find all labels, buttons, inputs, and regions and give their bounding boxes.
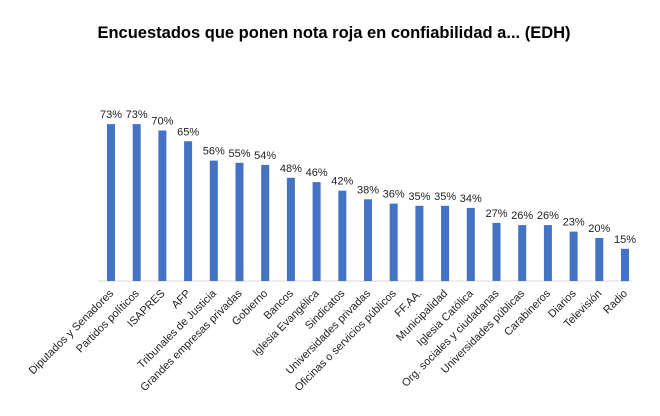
- data-label: 15%: [614, 234, 636, 246]
- data-label: 56%: [203, 146, 225, 158]
- data-label: 70%: [151, 116, 173, 128]
- bar: [158, 130, 167, 281]
- data-label: 42%: [331, 176, 353, 188]
- chart-title: Encuestados que ponen nota roja en confi…: [97, 24, 570, 42]
- bar: [286, 177, 295, 281]
- data-label: 38%: [357, 184, 379, 196]
- data-label: 26%: [537, 210, 559, 222]
- bar: [441, 205, 450, 282]
- bar: [492, 222, 501, 281]
- value-labels-group: 73% 73%70%65%56% 55% 54%48% 46%42%38% 36% 35% 3…: [100, 109, 636, 246]
- bar: [543, 225, 552, 281]
- data-label: 46%: [306, 167, 328, 179]
- data-label: 27%: [485, 208, 507, 220]
- data-label: 55%: [228, 148, 250, 160]
- data-label: 73%: [100, 109, 122, 121]
- data-label: 20%: [588, 223, 610, 235]
- data-label: 65%: [177, 126, 199, 138]
- bar: [132, 124, 141, 281]
- data-label: 54%: [254, 150, 276, 162]
- data-label: 23%: [563, 217, 585, 229]
- bar: [261, 164, 270, 281]
- bar: [107, 124, 115, 281]
- data-label: 36%: [383, 189, 405, 201]
- data-label: 35%: [434, 191, 456, 203]
- bar: [466, 207, 475, 281]
- bar: [569, 231, 578, 281]
- data-label: 26%: [511, 210, 533, 222]
- data-label: 48%: [280, 163, 302, 175]
- category-label: Radio: [601, 288, 630, 317]
- bars-group: [107, 124, 629, 282]
- bar: [415, 205, 424, 282]
- bar: [184, 141, 193, 282]
- bar: [621, 248, 629, 282]
- bar: [312, 182, 321, 281]
- bar: [389, 203, 398, 281]
- bar: [209, 160, 218, 281]
- bar: [518, 225, 527, 281]
- data-label: 34%: [460, 193, 482, 205]
- data-label: 35%: [408, 191, 430, 203]
- data-label: 73%: [126, 109, 148, 121]
- bar: [235, 162, 244, 282]
- bar: [338, 190, 347, 281]
- bar: [595, 238, 604, 281]
- bar: [364, 199, 372, 281]
